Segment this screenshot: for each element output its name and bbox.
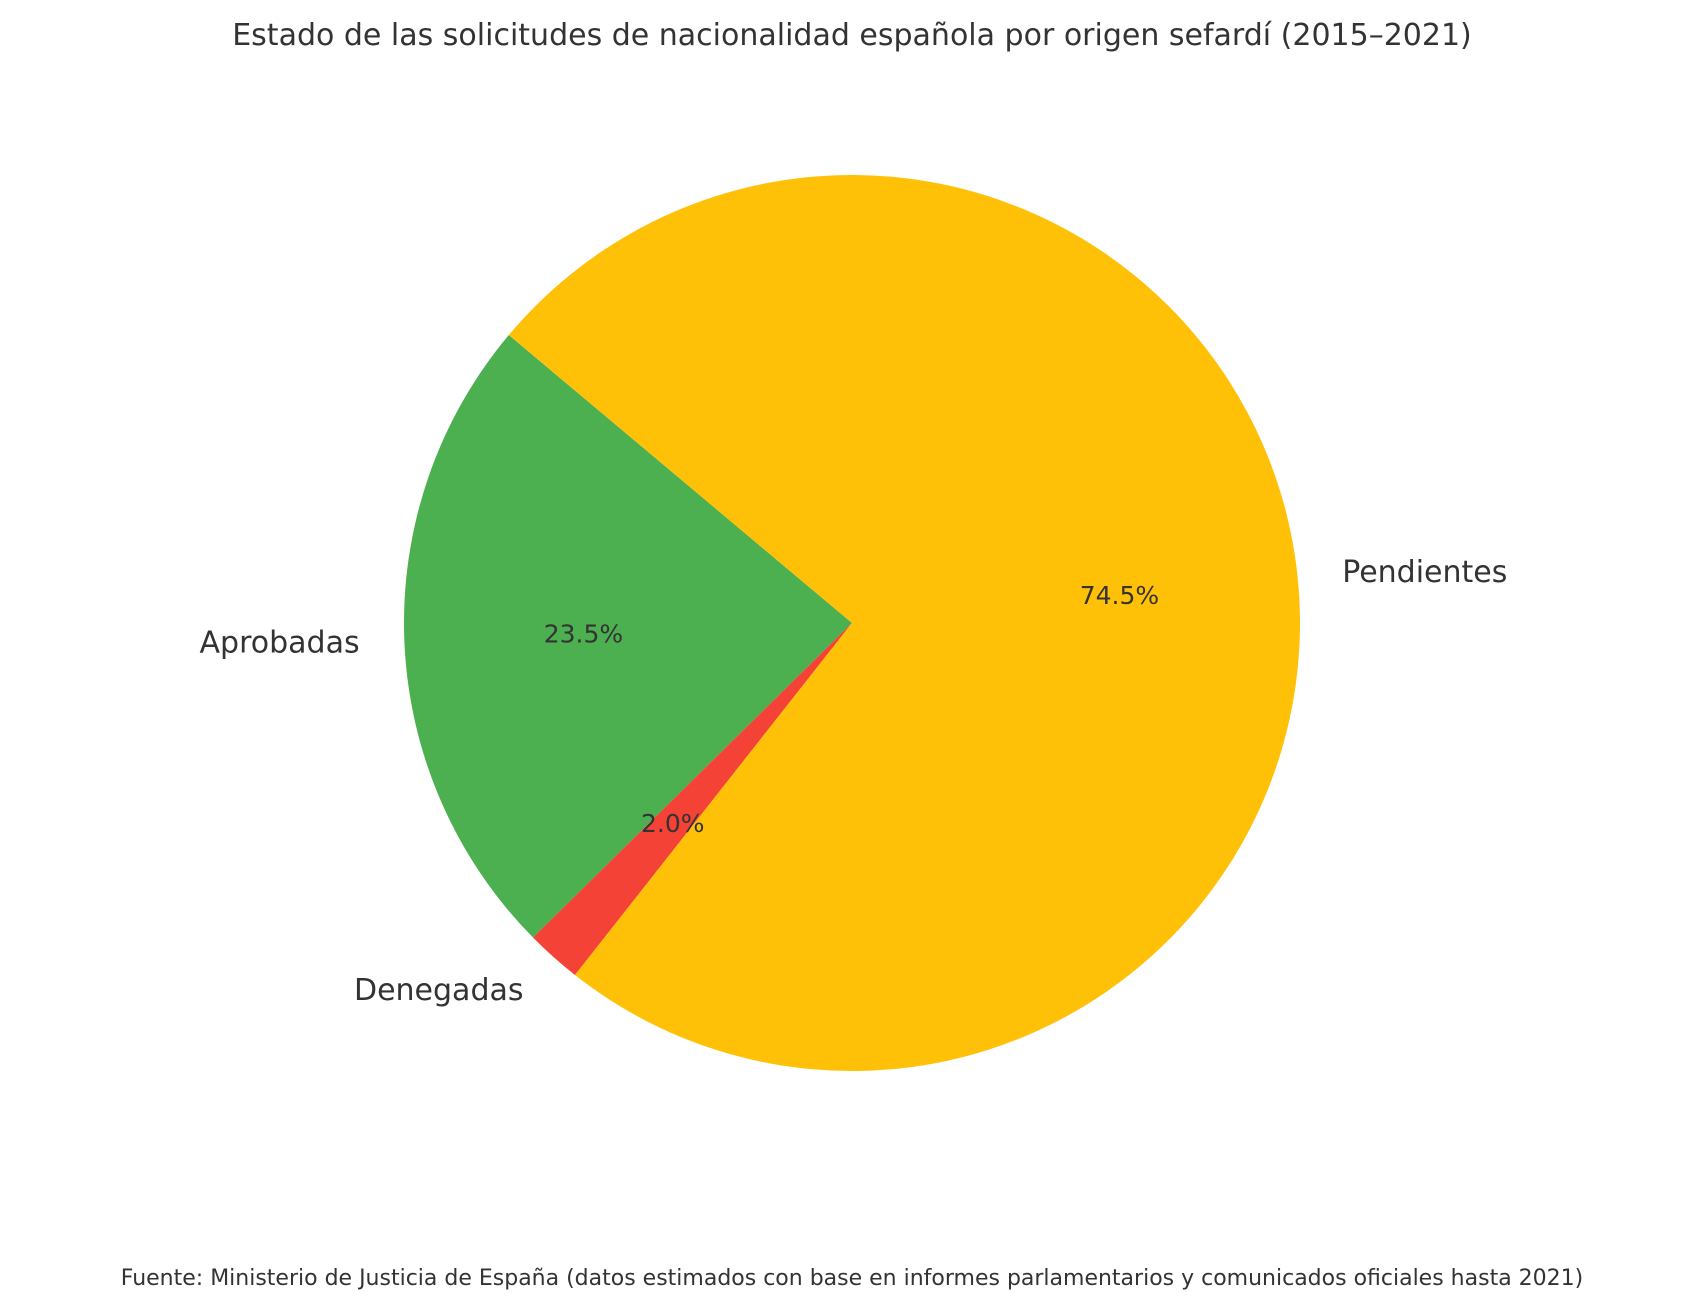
slice-label-denegadas: Denegadas xyxy=(354,973,524,1008)
slice-label-pendientes: Pendientes xyxy=(1342,555,1507,590)
pie-slice-pendientes xyxy=(508,174,1300,1071)
chart-source-note: Fuente: Ministerio de Justicia de España… xyxy=(120,1266,1584,1291)
pct-label-aprobadas: 23.5% xyxy=(544,619,623,648)
chart-title: Estado de las solicitudes de nacionalida… xyxy=(232,18,1472,53)
pie-chart: Aprobadas 23.5% Denegadas 2.0% Pendientes 74.… xyxy=(200,174,1508,1071)
pie-slice-aprobadas xyxy=(403,335,852,938)
pie-slices xyxy=(403,174,1300,1071)
pct-label-denegadas: 2.0% xyxy=(641,809,705,838)
pie-labels: Aprobadas 23.5% Denegadas 2.0% Pendientes 74.… xyxy=(200,555,1508,1008)
pie-slice-denegadas xyxy=(533,623,852,976)
slice-label-aprobadas: Aprobadas xyxy=(200,625,360,660)
pct-label-pendientes: 74.5% xyxy=(1080,581,1159,610)
